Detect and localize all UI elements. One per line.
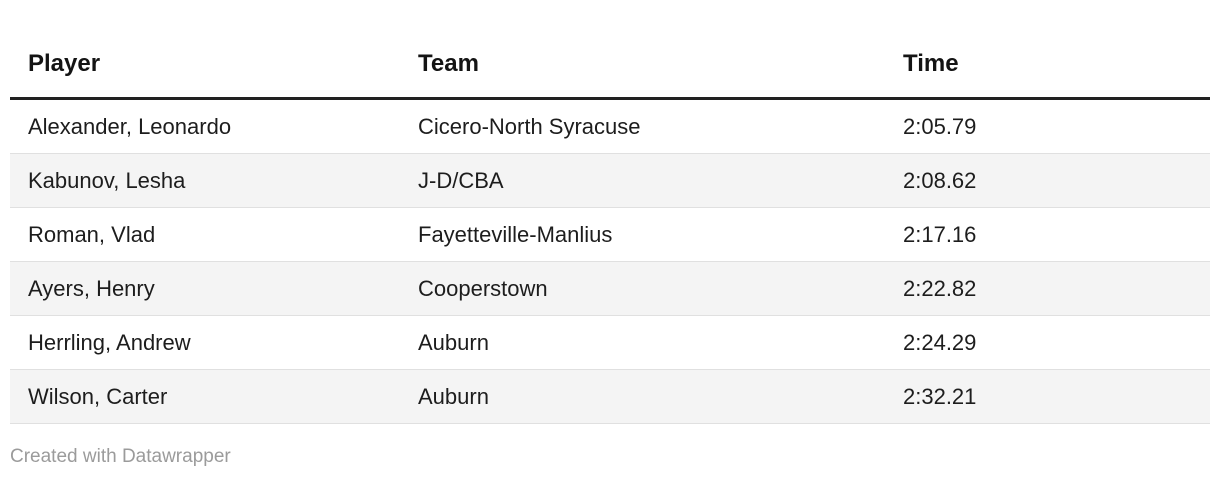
- table-row: Ayers, Henry Cooperstown 2:22.82: [10, 261, 1210, 316]
- table-row: Wilson, Carter Auburn 2:32.21: [10, 369, 1210, 424]
- table-row: Herrling, Andrew Auburn 2:24.29: [10, 315, 1210, 370]
- player-cell: Ayers, Henry: [10, 261, 400, 316]
- time-cell: 2:05.79: [885, 98, 1210, 154]
- player-cell: Roman, Vlad: [10, 207, 400, 262]
- column-header-player: Player: [10, 40, 400, 100]
- table-body: Alexander, Leonardo Cicero-North Syracuse…: [10, 98, 1210, 424]
- player-cell: Kabunov, Lesha: [10, 153, 400, 208]
- time-cell: 2:24.29: [885, 315, 1210, 370]
- player-cell: Herrling, Andrew: [10, 315, 400, 370]
- results-table: Player Team Time Alexander, Leonardo Cice…: [10, 40, 1210, 424]
- datawrapper-attribution-link[interactable]: Created with Datawrapper: [10, 446, 231, 467]
- table-header: Player Team Time: [10, 40, 1210, 100]
- time-cell: 2:17.16: [885, 207, 1210, 262]
- player-cell: Alexander, Leonardo: [10, 98, 400, 154]
- column-header-team: Team: [400, 40, 885, 100]
- header-row: Player Team Time: [10, 40, 1210, 100]
- team-cell: Cooperstown: [400, 261, 885, 316]
- attribution-footer: Created with Datawrapper: [10, 446, 1210, 468]
- team-cell: Auburn: [400, 315, 885, 370]
- time-cell: 2:32.21: [885, 369, 1210, 424]
- team-cell: J-D/CBA: [400, 153, 885, 208]
- team-cell: Cicero-North Syracuse: [400, 98, 885, 154]
- datawrapper-table-widget: Player Team Time Alexander, Leonardo Cice…: [10, 40, 1210, 468]
- team-cell: Auburn: [400, 369, 885, 424]
- table-row: Kabunov, Lesha J-D/CBA 2:08.62: [10, 153, 1210, 208]
- player-cell: Wilson, Carter: [10, 369, 400, 424]
- team-cell: Fayetteville-Manlius: [400, 207, 885, 262]
- time-cell: 2:22.82: [885, 261, 1210, 316]
- time-cell: 2:08.62: [885, 153, 1210, 208]
- table-row: Alexander, Leonardo Cicero-North Syracuse…: [10, 98, 1210, 154]
- table-row: Roman, Vlad Fayetteville-Manlius 2:17.16: [10, 207, 1210, 262]
- column-header-time: Time: [885, 40, 1210, 100]
